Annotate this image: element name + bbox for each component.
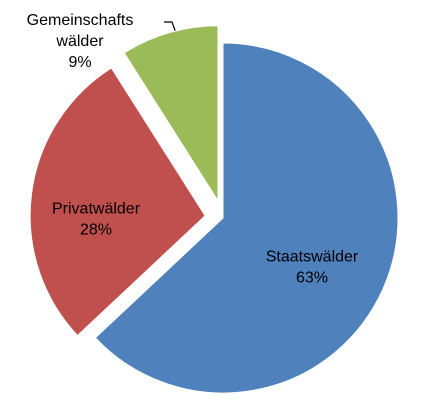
slice-label-line: Gemeinschafts	[27, 12, 134, 29]
leader-line	[164, 21, 177, 34]
slice-label: Staatswälder	[266, 249, 359, 266]
value-label: 9%	[68, 54, 91, 71]
slice-label: Privatwälder	[52, 201, 141, 218]
pie-slice	[123, 25, 219, 203]
slice-label: Gemeinschafts wälder	[27, 12, 134, 50]
value-label: 63%	[296, 270, 328, 287]
slice-label-line: wälder	[55, 33, 104, 50]
value-label: 28%	[80, 222, 112, 239]
pie-slice	[94, 42, 399, 394]
pie-slice	[29, 67, 206, 337]
slice-label-line: Privatwälder	[52, 201, 141, 218]
slice-label-line: Staatswälder	[266, 249, 359, 266]
